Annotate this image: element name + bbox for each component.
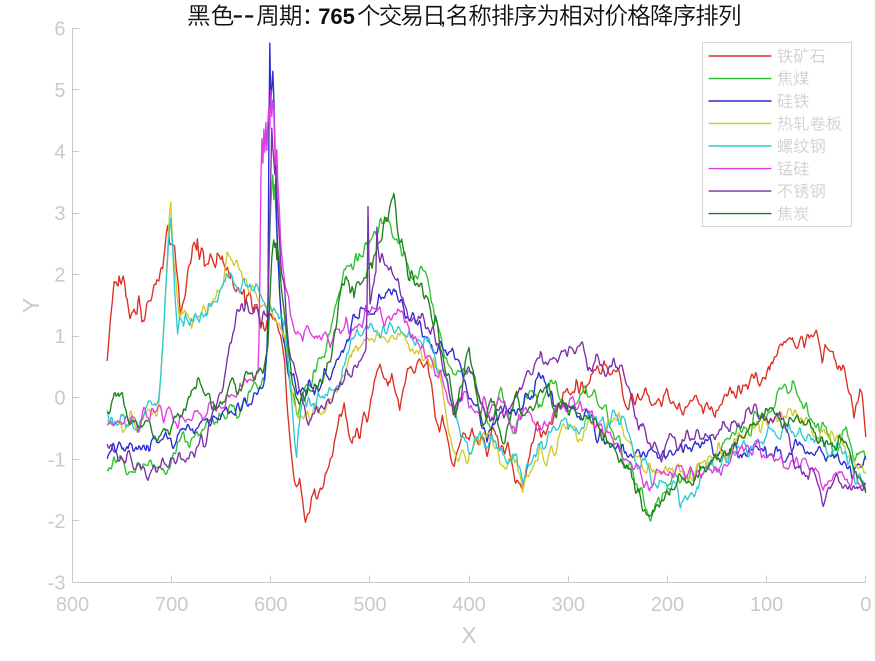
svg-text:3: 3 [54, 203, 65, 225]
svg-text:0: 0 [860, 594, 871, 616]
svg-text:-3: -3 [48, 572, 66, 594]
svg-text:,: , [440, 4, 446, 29]
svg-text:500: 500 [353, 594, 386, 616]
svg-text:1: 1 [54, 326, 65, 348]
svg-text:-1: -1 [48, 449, 66, 471]
svg-text:100: 100 [750, 594, 783, 616]
svg-text:200: 200 [651, 594, 684, 616]
svg-text:0: 0 [54, 388, 65, 410]
svg-text:300: 300 [552, 594, 585, 616]
svg-text:765: 765 [318, 4, 355, 29]
svg-text:700: 700 [155, 594, 188, 616]
svg-text:2: 2 [54, 265, 65, 287]
svg-text:5: 5 [54, 80, 65, 102]
svg-text:800: 800 [56, 594, 89, 616]
svg-text:600: 600 [254, 594, 287, 616]
svg-text:X: X [461, 622, 476, 648]
svg-text:400: 400 [452, 594, 485, 616]
svg-text:Y: Y [18, 298, 44, 313]
svg-text:4: 4 [54, 142, 65, 164]
svg-text:-2: -2 [48, 511, 66, 533]
svg-text:6: 6 [54, 18, 65, 40]
